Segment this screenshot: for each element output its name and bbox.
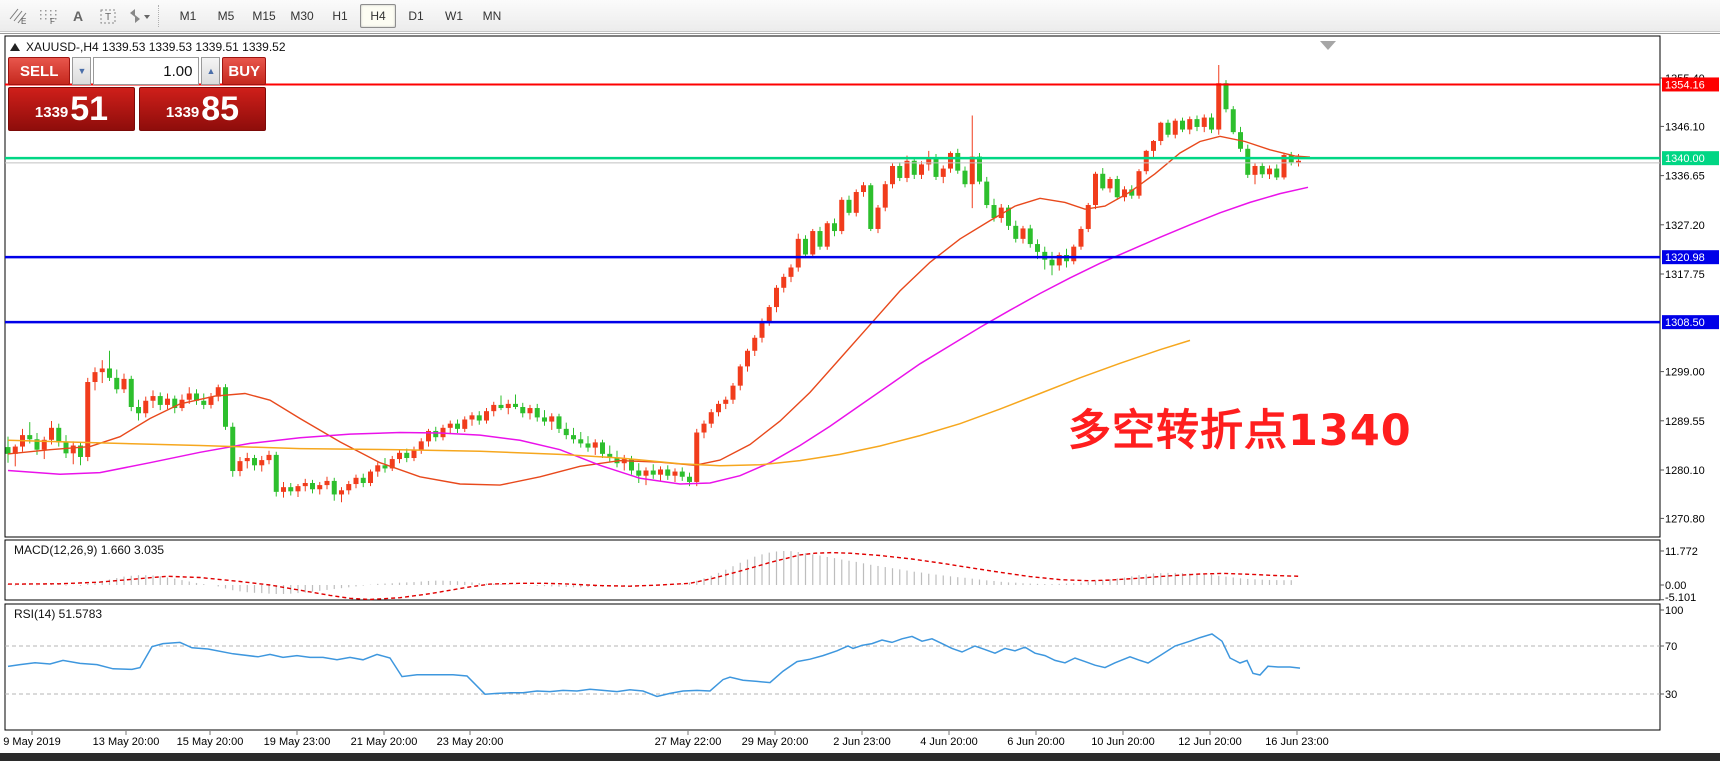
time-axis: 9 May 2019 13 May 20:00 15 May 20:00 19 May… <box>3 731 1329 748</box>
macd-tick-label: -5.101 <box>1665 592 1696 604</box>
moving-averages <box>7 135 1311 486</box>
rsi-tick-label: 70 <box>1665 641 1677 653</box>
price-tick-label: 1317.75 <box>1665 269 1705 281</box>
price-axis: 1355.401346.101336.651327.201317.751299.… <box>1660 73 1719 525</box>
toolbar: E F A T M1 M5 M15 M30 H1 H4 D1 W1 MN <box>0 0 1720 32</box>
timeframe-button-h1[interactable]: H1 <box>332 8 348 23</box>
fibonacci-grid-icon[interactable]: F <box>34 3 62 29</box>
chart-frame-border <box>0 33 1720 34</box>
price-line-label: 1340.00 <box>1665 153 1705 165</box>
ohlc-header: XAUUSD-,H4 1339.53 1339.53 1339.51 1339.… <box>10 40 286 54</box>
time-tick-label: 6 Jun 20:00 <box>1007 736 1065 748</box>
ma-slow <box>7 339 1191 467</box>
symbol-ohlc-text: XAUUSD-,H4 1339.53 1339.53 1339.51 1339.… <box>26 40 286 54</box>
price-tick-label: 1299.00 <box>1665 367 1705 379</box>
time-tick-label: 9 May 2019 <box>3 736 60 748</box>
one-click-trade-panel: SELL ▼ ▲ BUY 1339 51 1339 85 <box>8 57 266 131</box>
rsi-tick-label: 100 <box>1665 605 1683 617</box>
svg-text:F: F <box>50 17 55 25</box>
rsi-label: RSI(14) 51.5783 <box>14 607 103 621</box>
timeframe-button-m5[interactable]: M5 <box>217 8 235 23</box>
macd-tick-label: 0.00 <box>1665 580 1686 592</box>
rsi-line <box>7 633 1301 698</box>
ask-pips-digits: 85 <box>201 90 240 128</box>
volume-input[interactable] <box>93 57 200 85</box>
price-line-label: 1320.98 <box>1665 252 1705 264</box>
price-line-label: 1354.16 <box>1665 79 1705 91</box>
time-tick-label: 4 Jun 20:00 <box>920 736 978 748</box>
window-bottom-edge <box>0 753 1720 761</box>
timeframe-button-m30[interactable]: M30 <box>290 8 314 23</box>
ask-main-digits: 1339 <box>165 104 200 121</box>
price-tick-label: 1289.55 <box>1665 416 1705 428</box>
time-tick-label: 13 May 20:00 <box>93 736 160 748</box>
expert-indicator-icon[interactable]: E <box>4 3 32 29</box>
bid-price-box[interactable]: 1339 51 <box>8 87 135 131</box>
timeframe-button-h4[interactable]: H4 <box>360 3 396 28</box>
time-tick-label: 21 May 20:00 <box>351 736 418 748</box>
price-line-label: 1308.50 <box>1665 317 1705 329</box>
time-tick-label: 12 Jun 20:00 <box>1178 736 1242 748</box>
sell-button[interactable]: SELL <box>8 57 71 85</box>
chart-shift-marker-icon[interactable] <box>1320 41 1336 50</box>
timeframe-button-w1[interactable]: W1 <box>445 8 463 23</box>
time-tick-label: 15 May 20:00 <box>177 736 244 748</box>
ask-price-box[interactable]: 1339 85 <box>139 87 266 131</box>
horizontal-lines <box>5 83 1660 324</box>
price-tick-label: 1327.20 <box>1665 220 1705 232</box>
panel-borders <box>4 35 1661 731</box>
svg-text:E: E <box>21 17 26 25</box>
annotation-text: 多空转折点1340 <box>1068 406 1412 456</box>
volume-increase-button[interactable]: ▲ <box>201 57 221 85</box>
time-tick-label: 10 Jun 20:00 <box>1091 736 1155 748</box>
rsi-tick-label: 30 <box>1665 689 1677 701</box>
price-tick-label: 1280.10 <box>1665 465 1705 477</box>
macd-panel: 11.772 0.00-5.101 <box>7 546 1698 604</box>
macd-signal-line <box>7 551 1301 601</box>
timeframe-button-m15[interactable]: M15 <box>252 8 276 23</box>
macd-tick-label: 11.772 <box>1665 546 1698 558</box>
cursor-arrows-icon[interactable] <box>124 3 152 29</box>
text-label-icon[interactable]: A <box>72 7 84 24</box>
time-tick-label: 2 Jun 23:00 <box>833 736 891 748</box>
bid-main-digits: 1339 <box>34 104 69 121</box>
price-tick-label: 1270.80 <box>1665 513 1705 525</box>
candles-layer <box>5 64 1301 503</box>
time-tick-label: 27 May 22:00 <box>655 736 722 748</box>
rsi-panel: 100 70 30 <box>5 605 1683 701</box>
timeframe-button-mn[interactable]: MN <box>482 8 502 23</box>
macd-label: MACD(12,26,9) 1.660 3.035 <box>14 543 165 557</box>
timeframe-button-m1[interactable]: M1 <box>179 8 197 23</box>
time-tick-label: 23 May 20:00 <box>437 736 504 748</box>
price-tick-label: 1336.65 <box>1665 171 1705 183</box>
ma-mid <box>7 186 1309 485</box>
volume-decrease-button[interactable]: ▼ <box>72 57 92 85</box>
bid-pips-digits: 51 <box>70 90 109 128</box>
svg-text:T: T <box>105 12 111 23</box>
time-tick-label: 16 Jun 23:00 <box>1265 736 1329 748</box>
toolbar-separator <box>158 4 164 27</box>
buy-button[interactable]: BUY <box>222 57 266 85</box>
price-tick-label: 1346.10 <box>1665 121 1705 133</box>
time-tick-label: 19 May 23:00 <box>264 736 331 748</box>
timeframe-button-d1[interactable]: D1 <box>408 8 424 23</box>
time-tick-label: 29 May 20:00 <box>742 736 809 748</box>
ma-fast <box>7 135 1311 486</box>
collapse-triangle-icon[interactable] <box>10 43 20 51</box>
text-box-icon[interactable]: T <box>94 3 122 29</box>
